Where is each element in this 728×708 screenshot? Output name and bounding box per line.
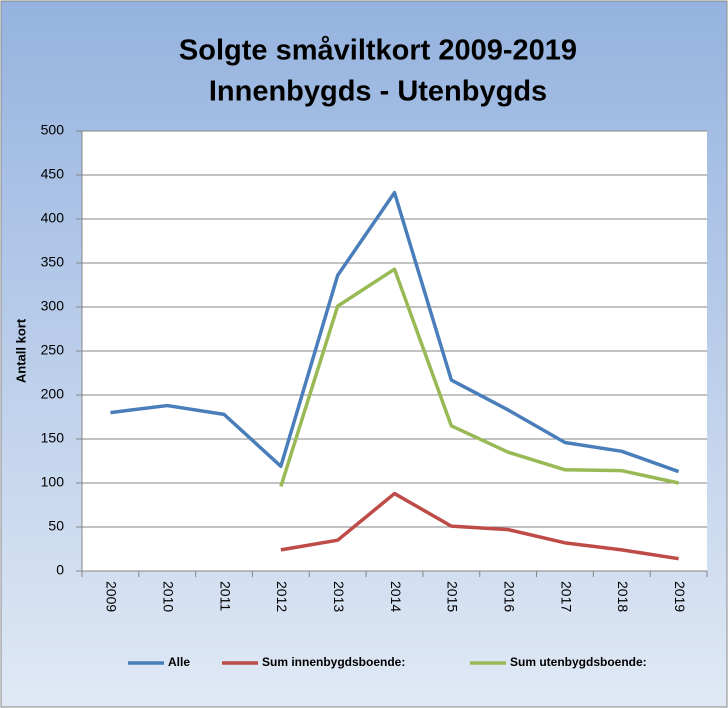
y-tick-label: 500 (41, 122, 65, 138)
chart-subtitle: Innenbygds - Utenbygds (209, 76, 547, 108)
x-tick-label: 2013 (331, 581, 347, 612)
y-tick-label: 150 (41, 430, 65, 446)
series-line (279, 267, 679, 488)
x-tick-label: 2009 (104, 581, 120, 612)
x-tick-label: 2018 (615, 581, 631, 612)
y-tick-label: 400 (41, 210, 65, 226)
legend-label: Alle (168, 655, 190, 669)
legend-label: Sum innenbygdsboende: (262, 655, 405, 669)
y-tick-label: 50 (48, 518, 64, 534)
x-tick-label: 2014 (388, 581, 404, 612)
x-tick-label: 2016 (501, 581, 517, 612)
x-tick-label: 2015 (445, 581, 461, 612)
y-tick-label: 450 (41, 166, 65, 182)
x-tick-label: 2019 (672, 581, 688, 612)
x-tick-label: 2011 (217, 581, 233, 611)
y-axis-label: Antall kort (13, 318, 28, 383)
x-tick-label: 2010 (161, 581, 177, 612)
y-tick-label: 300 (41, 298, 65, 314)
y-tick-label: 100 (41, 474, 65, 490)
y-tick-label: 0 (56, 562, 64, 578)
x-tick-label: 2017 (558, 581, 574, 612)
y-tick-label: 200 (41, 386, 65, 402)
legend-label: Sum utenbygdsboende: (510, 655, 647, 669)
series-line (110, 190, 680, 474)
x-tick-label: 2012 (274, 581, 290, 612)
y-tick-label: 350 (41, 254, 65, 270)
y-tick-label: 250 (41, 342, 65, 358)
series-line (280, 491, 679, 561)
chart-title: Solgte småviltkort 2009-2019 (179, 35, 577, 67)
